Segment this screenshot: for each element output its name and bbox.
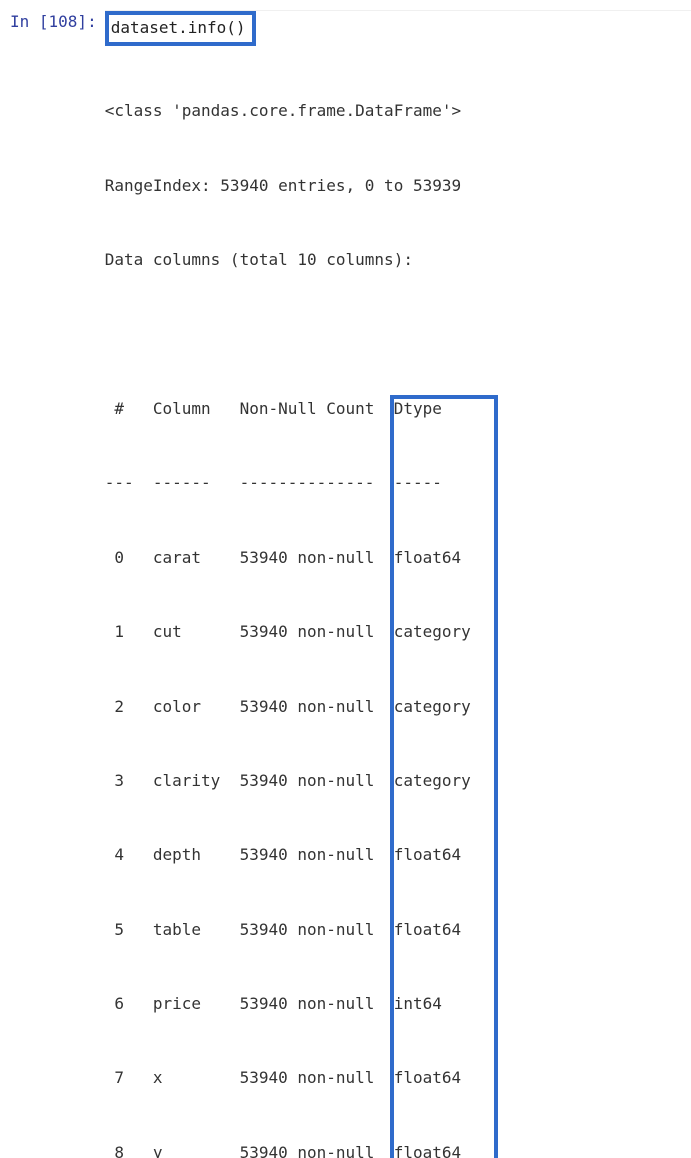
output-data-columns-header: Data columns (total 10 columns): [105, 248, 691, 273]
table-row: 8 y 53940 non-null float64 [105, 1141, 691, 1158]
table-row: 0 carat 53940 non-null float64 [105, 546, 691, 571]
table-row: 6 price 53940 non-null int64 [105, 992, 691, 1017]
columns-table: # Column Non-Null Count Dtype --- ------… [105, 347, 691, 1158]
columns-divider-row: --- ------ -------------- ----- [105, 471, 691, 496]
code-highlight-box: dataset.info() [105, 11, 256, 46]
columns-header-row: # Column Non-Null Count Dtype [105, 397, 691, 422]
table-row: 4 depth 53940 non-null float64 [105, 843, 691, 868]
table-row: 7 x 53940 non-null float64 [105, 1066, 691, 1091]
code-text: dataset.info() [111, 16, 246, 41]
table-row: 1 cut 53940 non-null category [105, 620, 691, 645]
table-row: 3 clarity 53940 non-null category [105, 769, 691, 794]
output-class-line: <class 'pandas.core.frame.DataFrame'> [105, 99, 691, 124]
output-range-index: RangeIndex: 53940 entries, 0 to 53939 [105, 174, 691, 199]
table-row: 2 color 53940 non-null category [105, 695, 691, 720]
output-area: <class 'pandas.core.frame.DataFrame'> Ra… [105, 50, 691, 1158]
table-row: 5 table 53940 non-null float64 [105, 918, 691, 943]
jupyter-cell: In [108]: dataset.info() <class 'pandas.… [10, 10, 691, 1158]
input-prompt: In [108]: [10, 10, 105, 35]
cell-content: dataset.info() <class 'pandas.core.frame… [105, 10, 691, 1158]
code-input-area[interactable]: dataset.info() [105, 10, 691, 50]
